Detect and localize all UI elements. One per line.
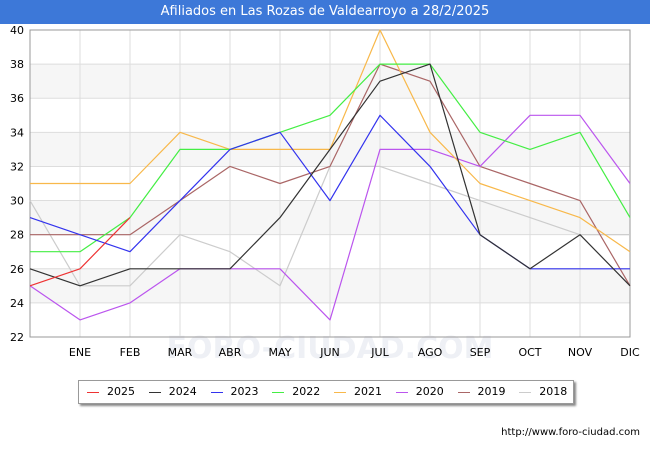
y-tick-label: 22 [10,331,24,344]
legend-label: 2022 [292,385,321,398]
legend-item-2022: 2022 [272,381,320,403]
legend-swatch [272,391,285,393]
x-tick-label: JUL [370,346,389,359]
legend-item-2019: 2019 [457,381,506,403]
y-tick-label: 24 [10,297,24,310]
y-tick-label: 36 [10,92,24,105]
x-tick-label: AGO [418,346,443,359]
legend-item-2018: 2018 [519,381,567,403]
y-tick-label: 32 [10,160,24,173]
legend-label: 2023 [230,385,259,398]
y-tick-label: 40 [10,24,24,37]
x-tick-label: MAY [269,346,292,359]
series-line-2024 [29,63,631,287]
legend-swatch [395,391,408,393]
legend-swatch [87,391,99,393]
x-tick-label: MAR [168,346,193,359]
legend-item-2023: 2023 [210,381,259,403]
y-tick-label: 30 [10,195,24,208]
series-line-2025 [29,217,131,287]
x-tick-label: OCT [518,346,541,359]
footer-url: http://www.foro-ciudad.com [501,427,640,438]
legend-swatch [519,391,532,393]
y-tick-label: 26 [10,263,24,276]
series-line-2020 [29,114,631,321]
legend-label: 2025 [107,385,135,398]
x-tick-label: JUN [319,346,340,359]
legend-label: 2019 [477,385,506,398]
title-bar [0,0,650,24]
x-tick-label: ABR [219,346,242,359]
legend-item-2021: 2021 [334,381,382,403]
legend-label: 2020 [415,385,444,398]
legend-swatch [334,391,346,393]
legend-item-2020: 2020 [395,381,444,403]
x-tick-label: SEP [470,346,491,359]
legend-label: 2021 [354,385,382,398]
x-tick-label: FEB [120,346,141,359]
x-tick-label: NOV [568,346,593,359]
legend-item-2025: 2025 [87,381,135,403]
legend-swatch [148,391,161,393]
legend-label: 2024 [168,385,197,398]
chart-title: Afiliados en Las Rozas de Valdearroyo a … [160,4,490,19]
y-tick-label: 28 [10,229,24,242]
legend-swatch [457,391,470,393]
y-tick-label: 34 [10,126,24,139]
series-line-2019 [30,63,631,287]
y-tick-label: 38 [10,58,24,71]
legend-swatch [210,391,223,393]
x-tick-label: DIC [620,346,640,359]
legend: 2025 2024 2023 2022 2021 2020 2019 2018 [78,380,574,404]
x-tick-label: ENE [69,346,91,359]
legend-item-2024: 2024 [148,381,197,403]
legend-label: 2018 [539,385,568,398]
